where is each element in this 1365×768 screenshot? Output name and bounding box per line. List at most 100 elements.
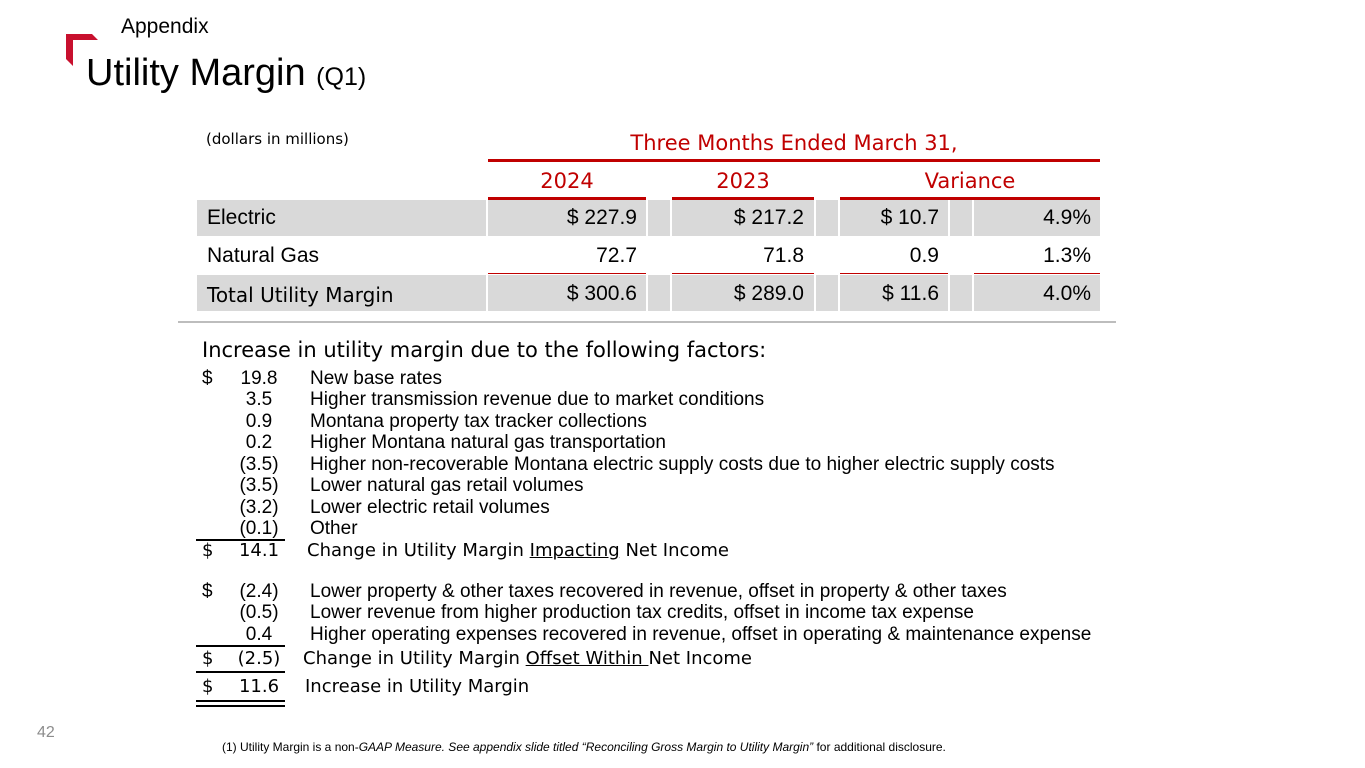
amount-value: (3.5) (239, 454, 279, 475)
title-text: Utility Margin (86, 52, 306, 94)
company-logo-icon (66, 34, 98, 66)
amount-value: 11.6 (238, 676, 280, 697)
offset-amount: $ (2.4) (202, 581, 286, 602)
period-rule (488, 159, 1100, 162)
row-label-total: Total Utility Margin (207, 283, 394, 307)
offset-description: Higher operating expenses recovered in r… (310, 624, 1092, 645)
offset-description: Lower property & other taxes recovered i… (310, 581, 1007, 602)
factor-amount: (3.5) (202, 454, 286, 475)
subtotal-underline (196, 645, 285, 647)
factor-description: Higher transmission revenue due to marke… (310, 389, 765, 410)
factor-amount: 0.2 (202, 432, 286, 453)
total-underline (196, 671, 285, 673)
page-title: Utility Margin (Q1) (86, 52, 366, 95)
amount-value: 0.9 (245, 411, 273, 432)
grand-total-amount: $11.6 (202, 676, 286, 697)
factor-amount: $19.8 (202, 368, 286, 389)
col-rule-variance (840, 197, 1100, 200)
footnote-prefix: (1) Utility Margin is a non- (222, 740, 359, 754)
offset-description: Lower revenue from higher production tax… (310, 602, 974, 623)
col-rule-2024 (488, 197, 646, 200)
amount-value: (3.2) (239, 497, 279, 518)
amount-value: 0.4 (245, 624, 273, 645)
impacting-total-amount: $14.1 (202, 540, 286, 561)
col-rule-2023 (672, 197, 814, 200)
footnote-italic: GAAP Measure. See appendix slide titled … (358, 740, 814, 754)
electric-2024: $ 227.9 (566, 206, 637, 229)
subtotal-rule (672, 273, 814, 274)
offset-amount: 0.4 (202, 624, 286, 645)
factor-amount: (3.2) (202, 497, 286, 518)
double-underline (196, 700, 285, 702)
period-header: Three Months Ended March 31, (630, 131, 958, 155)
electric-2023: $ 217.2 (733, 206, 804, 229)
grand-total-label: Increase in Utility Margin (305, 676, 530, 697)
col-gap (646, 200, 648, 311)
subtotal-rule (840, 273, 948, 274)
col-gap (814, 200, 816, 311)
factors-heading: Increase in utility margin due to the fo… (202, 338, 767, 362)
footnote: (1) Utility Margin is a non-GAAP Measure… (222, 740, 946, 754)
row-band-electric (197, 200, 1100, 236)
offset-total-label: Change in Utility Margin Offset Within N… (303, 648, 752, 669)
currency: $ (202, 676, 214, 697)
section-label: Appendix (121, 15, 209, 38)
amount-value: 3.5 (245, 389, 273, 410)
amount-value: (2.5) (237, 648, 281, 669)
label-pre: Change in Utility Margin (307, 540, 530, 561)
offset-total-amount: $ (2.5) (202, 648, 286, 669)
factor-description: Higher non-recoverable Montana electric … (310, 454, 1055, 475)
col-header-variance: Variance (924, 169, 1016, 193)
label-key: Offset Within (525, 648, 649, 669)
label-key: Impacting (529, 540, 620, 561)
footnote-suffix: for additional disclosure. (813, 740, 946, 754)
gas-variance-pct: 1.3% (1043, 244, 1091, 267)
electric-variance-pct: 4.9% (1043, 206, 1091, 229)
total-2024: $ 300.6 (566, 282, 637, 305)
col-header-2023: 2023 (716, 169, 770, 193)
col-gap (670, 200, 672, 311)
row-label-electric: Electric (207, 206, 276, 229)
col-gap (972, 200, 974, 311)
gas-variance: 0.9 (909, 244, 939, 267)
label-post: Net Income (648, 648, 753, 669)
amount-value: 14.1 (238, 540, 280, 561)
factor-description: Higher Montana natural gas transportatio… (310, 432, 666, 453)
col-gap (948, 200, 950, 311)
electric-variance: $ 10.7 (880, 206, 939, 229)
label-post: Net Income (619, 540, 730, 561)
amount-value: 0.2 (245, 432, 273, 453)
factor-description: New base rates (310, 368, 443, 389)
label-pre: Change in Utility Margin (303, 648, 526, 669)
factor-amount: 0.9 (202, 411, 286, 432)
factor-description: Montana property tax tracker collections (310, 411, 647, 432)
page-number: 42 (37, 724, 55, 741)
total-2023: $ 289.0 (733, 282, 804, 305)
factor-amount: 3.5 (202, 389, 286, 410)
factor-description: Lower natural gas retail volumes (310, 475, 584, 496)
factor-amount: (0.1) (202, 518, 286, 539)
col-header-2024: 2024 (540, 169, 594, 193)
double-underline (196, 705, 285, 707)
subtotal-rule (974, 273, 1100, 274)
total-variance: $ 11.6 (882, 282, 939, 305)
row-label-natural-gas: Natural Gas (207, 244, 320, 267)
title-suffix: (Q1) (316, 63, 367, 91)
amount-value: 19.8 (240, 368, 278, 389)
currency: $ (202, 581, 213, 602)
factor-description: Lower electric retail volumes (310, 497, 550, 518)
amount-value: (0.1) (239, 518, 279, 539)
gas-2024: 72.7 (596, 244, 637, 267)
col-gap (838, 200, 840, 311)
currency: $ (202, 368, 213, 389)
factor-amount: (3.5) (202, 475, 286, 496)
impacting-total-label: Change in Utility Margin Impacting Net I… (307, 540, 729, 561)
offset-amount: (0.5) (202, 602, 286, 623)
amount-value: (2.4) (239, 581, 279, 602)
subtotal-underline (196, 539, 285, 541)
units-label: (dollars in millions) (206, 130, 349, 148)
gas-2023: 71.8 (763, 244, 804, 267)
currency: $ (202, 648, 214, 669)
amount-value: (0.5) (239, 602, 279, 623)
currency: $ (202, 540, 214, 561)
